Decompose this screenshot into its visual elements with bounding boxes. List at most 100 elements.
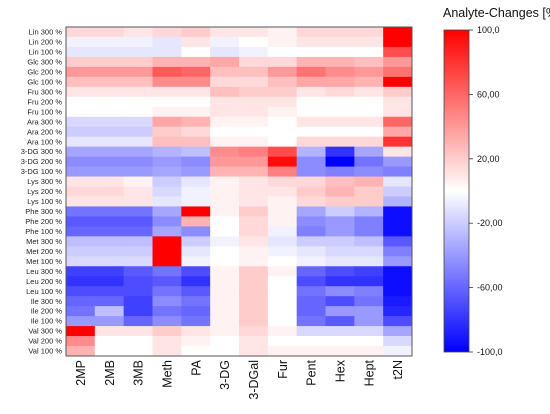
x-axis-labels: 2MP 2MB 3MB Meth PA 3-DG 3-DGal Fur Pent Hex Hept t… bbox=[74, 359, 405, 399]
heatmap-cell bbox=[181, 326, 211, 337]
heatmap-cell bbox=[325, 236, 355, 247]
x-tick-label: Hept bbox=[362, 359, 376, 386]
heatmap-cell bbox=[354, 166, 384, 177]
heatmap-cell bbox=[181, 346, 211, 357]
heatmap-cell bbox=[181, 196, 211, 207]
heatmap-cell bbox=[94, 46, 125, 58]
heatmap-cell bbox=[152, 286, 182, 297]
heatmap-cell bbox=[181, 116, 211, 128]
heatmap-cell bbox=[296, 126, 326, 138]
heatmap-cell bbox=[354, 286, 384, 297]
heatmap-cell bbox=[296, 136, 326, 148]
y-tick-label: Met 200 % bbox=[26, 247, 62, 256]
heatmap-cell bbox=[267, 186, 298, 197]
heatmap-cell bbox=[94, 226, 125, 237]
heatmap-cell bbox=[66, 27, 96, 38]
colorbar-tick-label: 20,00 bbox=[477, 154, 500, 164]
colorbar bbox=[443, 29, 470, 353]
heatmap-cell bbox=[210, 66, 240, 78]
colorbar-tick-label: -60,00 bbox=[477, 283, 503, 293]
heatmap-cell bbox=[123, 276, 153, 287]
heatmap-cell bbox=[296, 236, 326, 247]
heatmap-cell bbox=[152, 276, 182, 287]
heatmap-cell bbox=[66, 86, 96, 98]
heatmap-cell bbox=[94, 96, 125, 108]
heatmap-cell bbox=[383, 216, 413, 227]
heatmap-cell bbox=[296, 86, 326, 98]
heatmap-cell bbox=[66, 296, 96, 307]
heatmap-cell bbox=[181, 206, 211, 217]
heatmap-cell bbox=[123, 76, 153, 88]
heatmap-cell bbox=[239, 206, 269, 217]
heatmap-cell bbox=[123, 27, 153, 38]
heatmap-cell bbox=[296, 296, 326, 307]
heatmap-cell bbox=[383, 76, 413, 88]
heatmap-cell bbox=[383, 176, 413, 187]
heatmap-cell bbox=[296, 196, 326, 207]
heatmap-cell bbox=[66, 126, 96, 138]
heatmap-cell bbox=[354, 146, 384, 158]
heatmap-cell bbox=[267, 196, 298, 207]
heatmap-cell bbox=[383, 256, 413, 267]
heatmap-cell bbox=[325, 186, 355, 197]
y-tick-label: Val 200 % bbox=[28, 337, 62, 346]
heatmap-cell bbox=[210, 36, 240, 48]
heatmap-cell bbox=[296, 276, 326, 287]
heatmap-cell bbox=[296, 176, 326, 187]
colorbar-ticks: 100,0 60,00 20,00 -20,00 -60,00 -100,0 bbox=[469, 25, 503, 357]
heatmap-cell bbox=[210, 306, 240, 317]
heatmap-cell bbox=[383, 27, 413, 38]
heatmap-cell bbox=[66, 316, 96, 327]
heatmap-cell bbox=[210, 296, 240, 307]
heatmap-cell bbox=[181, 276, 211, 287]
heatmap-cell bbox=[152, 246, 182, 257]
heatmap-cell bbox=[152, 236, 182, 247]
heatmap-cell bbox=[296, 27, 326, 38]
heatmap-cell bbox=[210, 196, 240, 207]
heatmap-cell bbox=[267, 136, 298, 148]
heatmap-cell bbox=[267, 176, 298, 187]
heatmap-cell bbox=[66, 266, 96, 277]
heatmap-cell bbox=[66, 36, 96, 48]
heatmap-cell bbox=[152, 326, 182, 337]
heatmap-cell bbox=[296, 266, 326, 277]
heatmap-cell bbox=[66, 166, 96, 177]
heatmap-cell bbox=[66, 156, 96, 167]
y-tick-label: Leu 100 % bbox=[26, 287, 62, 296]
heatmap-cell bbox=[354, 326, 384, 337]
heatmap-cell bbox=[94, 246, 125, 257]
heatmap-cell bbox=[383, 56, 413, 68]
heatmap-cell bbox=[267, 106, 298, 118]
heatmap-cell bbox=[325, 66, 355, 78]
y-tick-label: Fru 300 % bbox=[27, 87, 62, 96]
heatmap-cell bbox=[123, 106, 153, 118]
heatmap-cell bbox=[152, 76, 182, 88]
heatmap-cell bbox=[267, 206, 298, 217]
heatmap-cell bbox=[239, 86, 269, 98]
heatmap-cell bbox=[354, 226, 384, 237]
colorbar-tick-label: 60,00 bbox=[477, 89, 500, 99]
heatmap-cell bbox=[383, 286, 413, 297]
heatmap-cell bbox=[66, 286, 96, 297]
heatmap-cell bbox=[296, 56, 326, 68]
heatmap-cell bbox=[123, 66, 153, 78]
y-tick-label: Lys 100 % bbox=[27, 197, 62, 206]
heatmap-cell bbox=[210, 166, 240, 177]
heatmap-cell bbox=[267, 316, 298, 327]
heatmap-cell bbox=[325, 246, 355, 257]
heatmap-cell bbox=[267, 166, 298, 177]
heatmap-cell bbox=[239, 96, 269, 108]
heatmap-cell bbox=[210, 56, 240, 68]
heatmap-cell bbox=[152, 36, 182, 48]
heatmap-cell bbox=[181, 126, 211, 138]
heatmap-cell bbox=[354, 266, 384, 277]
heatmap-cell bbox=[123, 206, 153, 217]
heatmap-cell bbox=[383, 146, 413, 158]
heatmap-cell bbox=[354, 176, 384, 187]
heatmap-cell bbox=[210, 86, 240, 98]
heatmap-cell bbox=[296, 186, 326, 197]
heatmap-cell bbox=[239, 326, 269, 337]
heatmap-cell bbox=[210, 186, 240, 197]
heatmap-cell bbox=[123, 166, 153, 177]
heatmap-cell bbox=[354, 76, 384, 88]
